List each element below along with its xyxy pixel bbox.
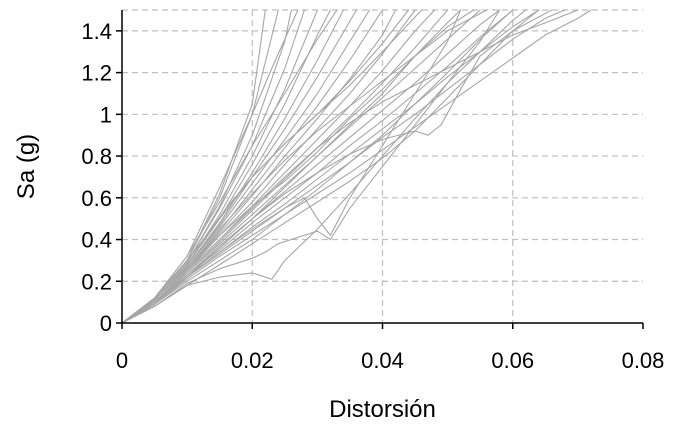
series-line-14 [121, 9, 449, 324]
series-line-18 [121, 9, 540, 324]
x-tick-label: 0.08 [622, 348, 665, 373]
series-line-7 [121, 9, 344, 324]
series-line-25 [121, 9, 579, 324]
series-line-15 [121, 9, 481, 324]
y-tick-label: 1.4 [81, 19, 112, 44]
y-tick-label: 0 [100, 311, 112, 336]
y-axis-title: Sa (g) [13, 134, 40, 199]
y-tick-label: 1 [100, 102, 112, 127]
series-line-21 [121, 9, 527, 324]
axes: 0 0.2 0.4 0.6 0.8 1 1.2 1.4 0 0.02 0.04 0.06 0.08 [81, 10, 664, 373]
y-tick-label: 0.6 [81, 186, 112, 211]
x-tick-label: 0.02 [231, 348, 274, 373]
series-line-30 [121, 9, 299, 324]
series-line-22 [121, 9, 501, 324]
y-tick-label: 0.2 [81, 269, 112, 294]
series-line-3 [121, 9, 292, 324]
series-curves [121, 9, 592, 324]
series-line-32 [121, 9, 540, 324]
series-line-28 [121, 9, 423, 324]
series-line-34 [121, 9, 462, 324]
series-line-9 [121, 9, 371, 324]
series-line-17 [121, 9, 514, 324]
series-line-20 [121, 9, 592, 324]
y-tick-label: 1.2 [81, 61, 112, 86]
series-line-24 [121, 9, 553, 324]
x-axis-title: Distorsión [329, 396, 436, 423]
series-line-8 [121, 9, 357, 324]
series-line-2 [121, 9, 279, 324]
y-tick-label: 0.4 [81, 228, 112, 253]
x-tick-label: 0.06 [491, 348, 534, 373]
series-line-33 [121, 9, 514, 324]
series-line-1 [121, 9, 266, 324]
y-tick-label: 0.8 [81, 144, 112, 169]
x-tick-label: 0.04 [361, 348, 404, 373]
x-tick-label: 0 [116, 348, 128, 373]
